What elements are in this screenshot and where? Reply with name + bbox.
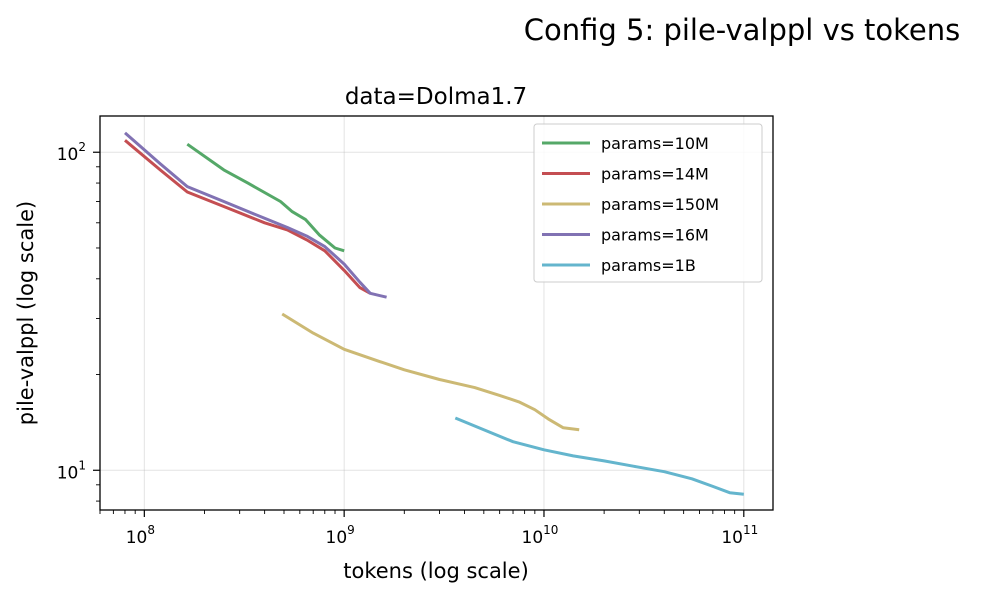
- chart-title: data=Dolma1.7: [345, 84, 527, 110]
- y-tick-label: 101: [57, 458, 86, 483]
- y-tick-label: 102: [57, 140, 86, 165]
- legend-label: params=150M: [601, 195, 719, 214]
- x-tick-exponent: 8: [147, 523, 155, 537]
- x-tick-base: 10: [522, 528, 544, 548]
- y-axis-label: pile-valppl (log scale): [14, 201, 38, 425]
- x-tick-exponent: 11: [743, 523, 758, 537]
- plot-frame: [99, 115, 774, 511]
- x-tick-base: 10: [721, 528, 743, 548]
- x-tick-label: 1011: [721, 523, 758, 548]
- y-tick-exponent: 2: [78, 140, 86, 154]
- x-axis-label: tokens (log scale): [343, 559, 529, 583]
- series-line: [281, 312, 580, 432]
- plot-series: [124, 131, 744, 496]
- legend-label: params=16M: [601, 226, 709, 245]
- series-line: [454, 416, 744, 496]
- x-tick-exponent: 9: [347, 523, 355, 537]
- x-tick-exponent: 10: [543, 523, 558, 537]
- legend-label: params=10M: [601, 134, 709, 153]
- y-tick-exponent: 1: [78, 458, 86, 472]
- x-tick-label: 108: [126, 523, 155, 548]
- legend-box: [533, 123, 763, 283]
- y-tick-base: 10: [57, 463, 79, 483]
- x-tick-label: 1010: [522, 523, 559, 548]
- series-line: [186, 142, 345, 253]
- series-line: [124, 131, 387, 299]
- series-line: [124, 139, 371, 295]
- figure-suptitle: Config 5: pile-valppl vs tokens: [524, 13, 961, 47]
- x-tick-base: 10: [326, 528, 348, 548]
- x-tick-base: 10: [126, 528, 148, 548]
- y-tick-base: 10: [57, 145, 79, 165]
- x-tick-label: 109: [326, 523, 355, 548]
- legend: params=10M params=14M params=150M params=16…: [533, 123, 763, 283]
- legend-label: params=1B: [601, 256, 696, 275]
- legend-label: params=14M: [601, 165, 709, 184]
